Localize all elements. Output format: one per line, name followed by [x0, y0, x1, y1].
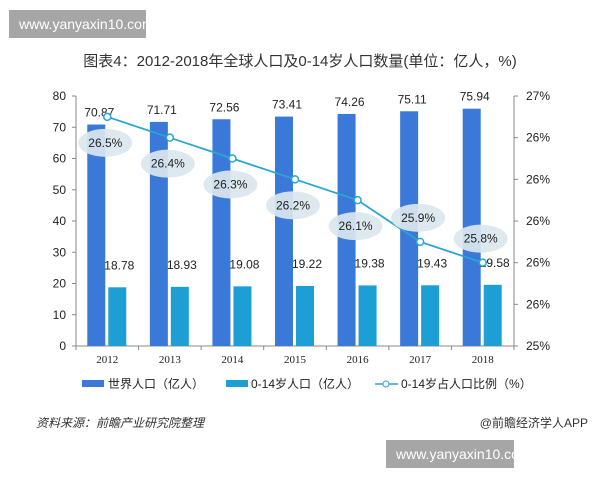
- line-marker: [165, 133, 175, 142]
- credit: @前瞻经济学人APP: [479, 416, 588, 430]
- bar-children-population: [421, 285, 440, 346]
- line-data-label: 26.2%: [276, 198, 310, 212]
- bar-children-population: [170, 286, 189, 346]
- bar-world-population: [87, 124, 106, 346]
- data-label-bubble: [140, 149, 195, 178]
- bar-world-population: [149, 121, 168, 346]
- bar-label-world-population: 73.41: [272, 98, 302, 112]
- data-label-bubble: [328, 212, 383, 241]
- line-marker: [353, 195, 362, 205]
- bar-label-world-population: 75.94: [460, 90, 490, 104]
- x-tick-label: 2016: [347, 354, 370, 366]
- bar-label-world-population: 75.11: [398, 92, 427, 106]
- right-tick-label: 25%: [526, 339, 550, 353]
- left-tick-label: 0: [59, 339, 66, 353]
- left-tick-label: 40: [53, 214, 67, 228]
- bar-children-population: [358, 285, 377, 346]
- data-label-bubble: [391, 203, 446, 232]
- bar-label-world-population: 74.26: [335, 95, 365, 109]
- line-data-label: 25.8%: [464, 232, 498, 246]
- legend-marker-ratio: [382, 380, 390, 388]
- bar-label-children-population: 19.38: [355, 256, 385, 270]
- left-tick-label: 10: [53, 308, 67, 322]
- bar-label-world-population: 72.56: [209, 100, 239, 114]
- left-tick-label: 70: [53, 120, 67, 134]
- legend-swatch-world-population: [82, 380, 104, 387]
- bar-label-children-population: 19.22: [292, 257, 322, 271]
- right-tick-label: 26%: [526, 172, 550, 186]
- right-tick-label: 27%: [526, 89, 550, 103]
- line-marker: [478, 258, 487, 267]
- watermark-bottom: www.yanyaxin10.com: [386, 440, 531, 468]
- left-tick-label: 80: [53, 89, 67, 103]
- x-tick-label: 2017: [409, 354, 432, 366]
- left-tick-label: 50: [53, 183, 67, 197]
- legend-label: 世界人口（亿人）: [108, 376, 204, 391]
- bar-children-population: [233, 286, 252, 346]
- line-data-label: 26.4%: [151, 157, 185, 171]
- line-marker: [103, 112, 112, 122]
- line-data-label: 26.5%: [88, 136, 122, 150]
- x-tick-label: 2014: [221, 354, 244, 366]
- left-tick-label: 60: [53, 152, 67, 166]
- line-marker: [415, 237, 425, 247]
- chart-title: 图表4：2012-2018年全球人口及0-14岁人口数量(单位：亿人，%): [83, 53, 517, 70]
- data-label-bubble: [78, 128, 133, 157]
- right-tick-label: 26%: [526, 131, 550, 145]
- source-note: 资料来源：前瞻产业研究院整理: [36, 416, 205, 430]
- line-marker: [228, 154, 237, 163]
- watermark-top: www.yanyaxin10.com: [9, 10, 154, 38]
- left-tick-label: 20: [53, 277, 67, 291]
- bar-label-children-population: 18.93: [167, 258, 197, 272]
- data-label-bubble: [266, 191, 320, 220]
- x-tick-label: 2015: [284, 354, 307, 366]
- x-tick-label: 2018: [472, 354, 495, 366]
- right-tick-label: 26%: [526, 256, 550, 270]
- bar-world-population: [275, 116, 293, 346]
- bar-children-population: [296, 285, 314, 346]
- data-label-bubble: [453, 224, 508, 253]
- line-marker: [290, 175, 300, 184]
- x-tick-label: 2013: [159, 354, 182, 366]
- x-tick-label: 2012: [96, 354, 118, 366]
- line-data-label: 26.3%: [213, 178, 247, 192]
- data-label-bubble: [203, 170, 258, 199]
- right-tick-label: 26%: [526, 214, 550, 228]
- line-data-label: 25.9%: [401, 211, 435, 225]
- bar-label-children-population: 19.58: [480, 256, 510, 270]
- right-tick-label: 26%: [526, 297, 550, 311]
- left-tick-label: 30: [53, 245, 67, 259]
- bar-label-children-population: 19.43: [417, 256, 447, 270]
- bar-children-population: [108, 287, 127, 346]
- legend-swatch-children-population: [226, 380, 248, 387]
- bar-label-children-population: 18.78: [104, 258, 134, 272]
- bar-label-children-population: 19.08: [229, 257, 259, 271]
- line-data-label: 26.1%: [339, 219, 373, 233]
- bar-children-population: [483, 284, 502, 346]
- legend-label: 0-14岁人口（亿人）: [251, 376, 359, 391]
- bar-label-world-population: 71.71: [147, 103, 177, 117]
- legend-label: 0-14岁占人口比例（%）: [401, 376, 532, 391]
